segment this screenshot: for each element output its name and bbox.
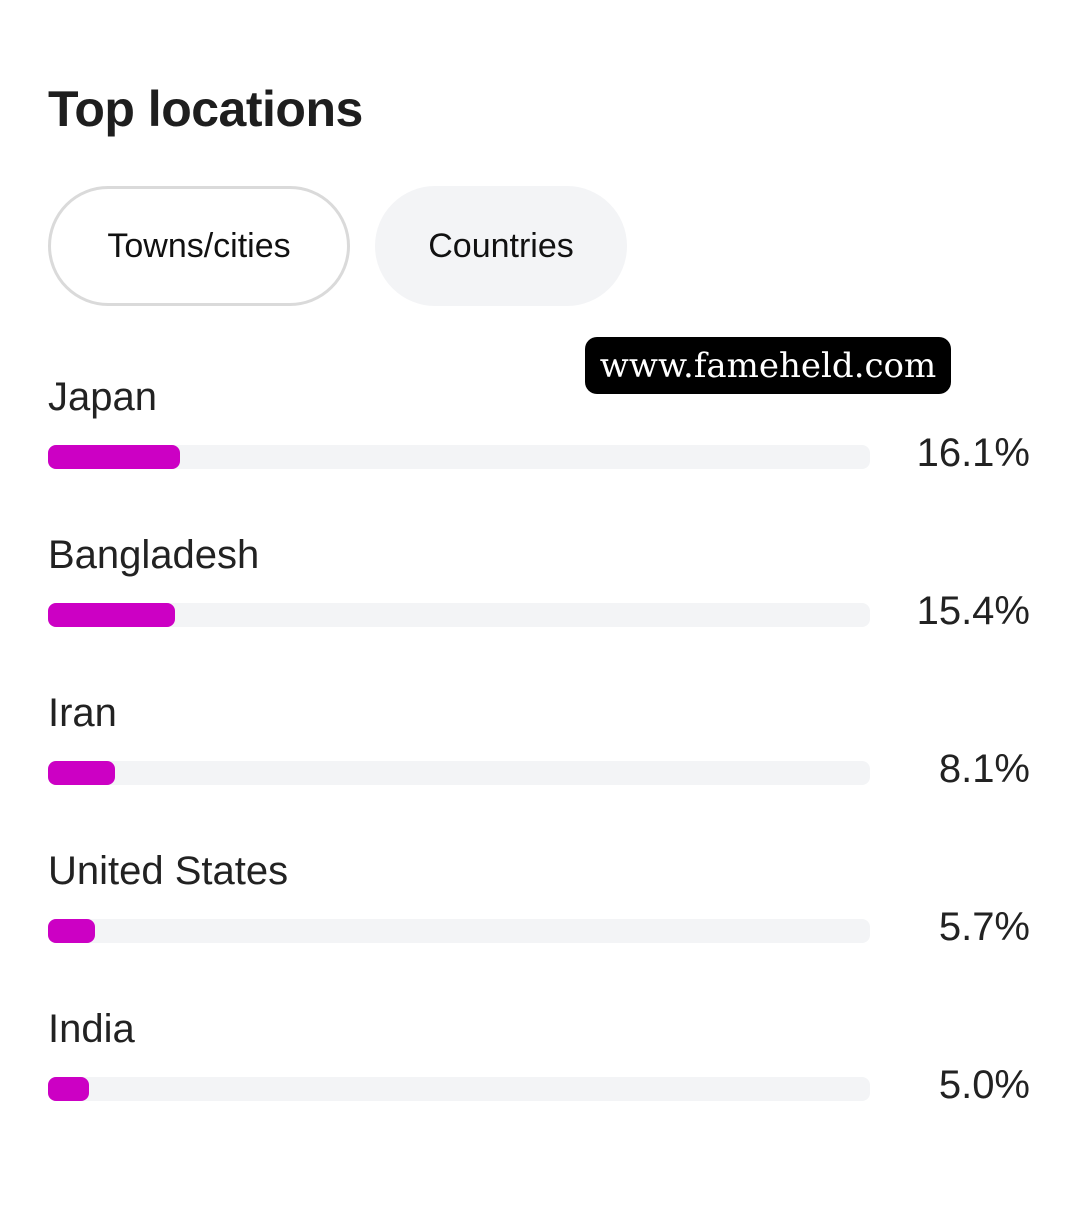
- progress-track: [48, 919, 870, 943]
- progress-fill: [48, 445, 181, 469]
- progress-track: [48, 761, 870, 785]
- location-name: United States: [48, 849, 289, 893]
- location-percent: 8.1%: [938, 747, 1030, 791]
- location-row: Japan 16.1%: [48, 375, 1038, 505]
- progress-track: [48, 445, 870, 469]
- location-row: United States 5.7%: [48, 849, 1038, 979]
- location-percent: 5.0%: [938, 1063, 1030, 1107]
- progress-fill: [48, 761, 115, 785]
- section-title: Top locations: [48, 81, 363, 137]
- progress-fill: [48, 1077, 90, 1101]
- location-name: Iran: [48, 691, 117, 735]
- location-row: India 5.0%: [48, 1007, 1038, 1137]
- location-name: Bangladesh: [48, 533, 260, 577]
- location-name: Japan: [48, 375, 157, 419]
- progress-fill: [48, 603, 175, 627]
- progress-track: [48, 603, 870, 627]
- location-name: India: [48, 1007, 135, 1051]
- location-row: Bangladesh 15.4%: [48, 533, 1038, 663]
- progress-fill: [48, 919, 95, 943]
- location-percent: 16.1%: [916, 431, 1030, 475]
- tab-countries[interactable]: Countries: [375, 186, 627, 306]
- location-percent: 5.7%: [938, 905, 1030, 949]
- watermark: www.fameheld.com: [585, 337, 951, 394]
- location-percent: 15.4%: [916, 589, 1030, 633]
- location-row: Iran 8.1%: [48, 691, 1038, 821]
- progress-track: [48, 1077, 870, 1101]
- tab-towns-cities[interactable]: Towns/cities: [48, 186, 350, 306]
